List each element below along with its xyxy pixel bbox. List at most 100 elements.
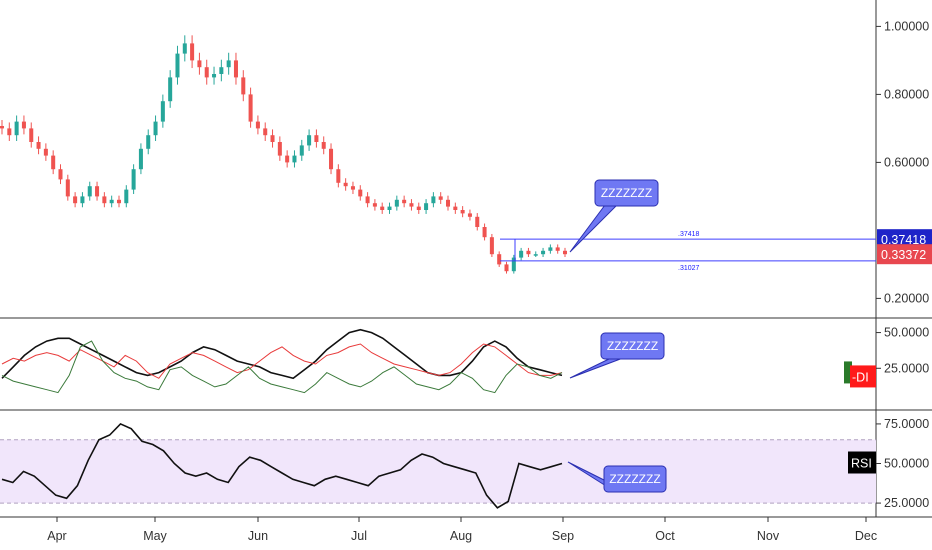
x-tick-label: Jun (248, 529, 268, 543)
callout-note[interactable]: ZZZZZZZ (567, 461, 667, 493)
y-tick-label: 25.0000 (884, 496, 929, 510)
callout-box (603, 465, 667, 493)
candle-body (416, 206, 421, 210)
candle-body (190, 43, 195, 61)
x-tick-label: Sep (552, 529, 574, 543)
candle-body (226, 60, 231, 68)
candle-body (336, 169, 341, 183)
y-tick-label: 75.0000 (884, 417, 929, 431)
callout-box (600, 332, 665, 360)
candle-body (14, 121, 19, 136)
candle-body (168, 77, 173, 102)
candle-body (51, 155, 56, 170)
candle-body (124, 189, 129, 204)
di-legend-label: -DI (852, 370, 869, 384)
candle-body (248, 94, 253, 122)
candle-body (541, 250, 546, 255)
y-tick-label: 1.00000 (884, 19, 929, 33)
x-tick-label: Nov (757, 529, 780, 543)
candle-body (562, 250, 568, 255)
candle-body (175, 53, 180, 78)
price-badge-label: 0.37418 (881, 233, 926, 247)
adx-legend-swatch (844, 361, 852, 384)
candle-body (160, 101, 165, 122)
candle-body (87, 186, 92, 197)
rsi-panel[interactable] (0, 422, 876, 509)
callout-note[interactable]: ZZZZZZZ (569, 179, 659, 253)
x-tick-label: Apr (47, 529, 66, 543)
callout-pointer (569, 357, 624, 379)
callout-note[interactable]: ZZZZZZZ (569, 332, 665, 379)
candle-body (372, 203, 377, 207)
candle-body (409, 203, 414, 207)
callout-text: ZZZZZZZ (607, 339, 658, 353)
candle-body (329, 148, 334, 170)
candle-body (292, 155, 297, 163)
price-panel[interactable]: .37418 .31027 (0, 35, 876, 274)
candle-body (146, 135, 151, 149)
candle-body (29, 128, 34, 142)
candle-body (475, 216, 480, 227)
candle-body (241, 77, 246, 95)
level-label: .37418 (678, 231, 700, 238)
candle-body (73, 196, 78, 204)
candle-body (43, 148, 48, 156)
callout-pointer (569, 204, 619, 253)
di-legend-badge (850, 365, 876, 388)
candle-body (197, 60, 202, 68)
candle-body (65, 179, 70, 197)
candle-body (138, 148, 143, 170)
candle-body (314, 135, 319, 142)
candle-body (7, 128, 12, 136)
candle-body (95, 186, 100, 197)
x-tick-label: Oct (655, 529, 675, 543)
candle-body (387, 206, 392, 210)
x-tick-label: Aug (450, 529, 472, 543)
y-tick-label: 0.20000 (884, 291, 929, 305)
candle-body (299, 145, 304, 156)
candle-body (380, 206, 385, 210)
x-tick-label: Dec (855, 529, 877, 543)
candle-body (504, 264, 509, 272)
candle-body (497, 254, 502, 265)
candle-body (511, 257, 516, 272)
x-tick-label: Jul (351, 529, 367, 543)
candle-body (394, 199, 399, 207)
series-line (1, 343, 563, 379)
candle-body (482, 227, 487, 238)
candle-body (277, 142, 282, 156)
candle-body (233, 60, 238, 78)
candle-body (460, 210, 465, 214)
candle-body (285, 155, 290, 163)
candle-body (58, 169, 63, 180)
candle-body (109, 199, 114, 204)
candle-body (519, 250, 524, 258)
note-layer[interactable]: ZZZZZZZ ZZZZZZZ ZZZZZZZ (567, 179, 667, 493)
rsi-legend-badge (848, 451, 876, 474)
series-line (1, 328, 563, 380)
candle-body (438, 196, 443, 200)
candle-body (431, 196, 436, 204)
candle-body (548, 247, 553, 251)
callout-text: ZZZZZZZ (609, 472, 660, 486)
candle-body (446, 199, 451, 207)
price-badge (877, 244, 932, 265)
callout-text: ZZZZZZZ (601, 186, 652, 200)
candle-body (0, 126, 5, 129)
candle-body (555, 247, 560, 251)
candle-body (153, 121, 158, 136)
candle-body (321, 142, 326, 149)
series-line (1, 340, 563, 394)
y-tick-label: 50.0000 (884, 457, 929, 471)
y-tick-label: 0.60000 (884, 155, 929, 169)
candle-body (358, 189, 363, 197)
dmi-panel[interactable] (1, 328, 563, 394)
candle-body (343, 182, 348, 187)
candle-body (526, 250, 531, 255)
y-tick-label: 50.0000 (884, 326, 929, 340)
candle-body (116, 199, 121, 204)
candle-body (131, 169, 136, 190)
series-line (1, 422, 563, 509)
candle-body (212, 74, 217, 78)
